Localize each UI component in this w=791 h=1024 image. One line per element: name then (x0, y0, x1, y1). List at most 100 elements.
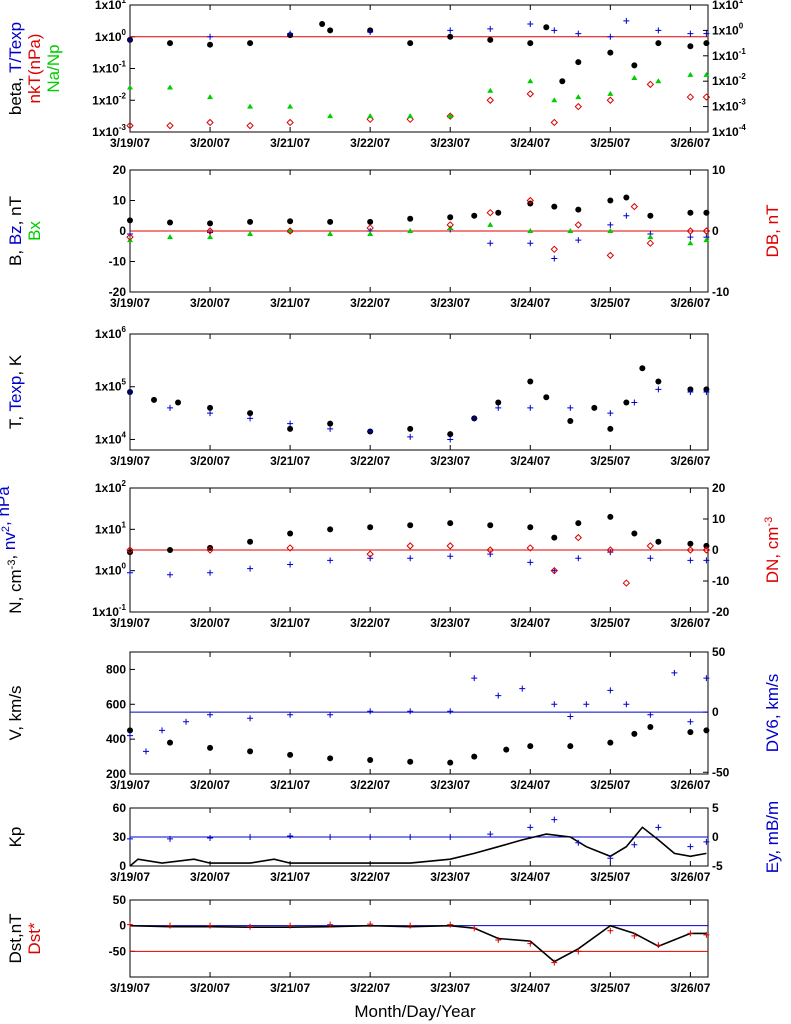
series-Dst*-point (631, 932, 638, 939)
series-Bx-point (247, 231, 254, 237)
series-Texp-point (127, 389, 133, 395)
series-nv2-point (487, 551, 494, 558)
series-Ey-point (207, 834, 214, 841)
series-DN-point (574, 533, 583, 542)
y-tick-label: 1x101 (95, 520, 127, 536)
y-tick-label: 1x10-3 (92, 123, 126, 139)
series-DV6-point (607, 687, 614, 694)
y2-tick-label-exp: -2 (739, 72, 747, 81)
y2-tick-label: 20 (712, 481, 726, 495)
series-DN-point (702, 546, 711, 554)
series-nv2-point (551, 567, 558, 574)
series-T/Texp-point (287, 30, 294, 37)
y-tick-label: 1x100 (95, 562, 127, 578)
series-Ey-point (447, 834, 454, 840)
series-beta-point (167, 40, 174, 47)
y-axis-label-part: , nT (6, 196, 25, 225)
y-tick-label-exp: -3 (119, 123, 127, 132)
series-Texp-point (527, 404, 534, 411)
series-Ey-point (127, 835, 133, 842)
y-tick-label: 1x104 (95, 430, 127, 446)
series-DB-point (486, 208, 494, 217)
series-Ey-point (551, 816, 558, 823)
series-Texp-point (167, 404, 174, 411)
y-tick-label: 800 (106, 662, 126, 676)
series-T-point (287, 425, 294, 432)
y2-tick-label: 10 (712, 512, 726, 526)
series-T-point (175, 399, 182, 406)
y-tick-label: 200 (106, 767, 126, 781)
plot-frame (129, 4, 709, 133)
series-Na/Np-point (407, 113, 414, 119)
x-axis-title: Month/Day/Year (354, 1002, 476, 1021)
series-DB-point (550, 245, 559, 254)
series-DB-point (286, 227, 294, 235)
series-B-point (551, 203, 558, 210)
series-Texp-point (367, 428, 374, 435)
series-Na/Np-point (687, 71, 694, 77)
series-DB-point (206, 227, 214, 235)
series-nv2-point (575, 555, 582, 562)
series-DV6-point (471, 675, 478, 682)
series-beta-point (447, 33, 454, 40)
series-nv2-point (247, 565, 254, 572)
series-N-point (327, 526, 334, 533)
y-tick-label-base: 1x10 (95, 327, 122, 341)
series-Texp-point (655, 386, 662, 393)
series-DV6-point (647, 711, 654, 718)
series-V-point (567, 743, 574, 750)
y-axis-label-part: , K (6, 354, 25, 375)
series-N-point (703, 542, 710, 549)
y-tick-label: 60 (113, 801, 127, 815)
x-tick-label: 3/23/07 (430, 981, 470, 995)
y2-tick-label-exp: 0 (739, 21, 744, 30)
panel-magnetic-field: 3/19/07 3/20/07 3/21/07 3/22/07 3/23/07 3/24/… (6, 163, 782, 310)
series-beta-point (607, 49, 614, 56)
series-Bz-point (575, 237, 582, 244)
x-tick-label: 3/19/07 (110, 454, 150, 468)
x-tick-label: 3/24/07 (510, 981, 550, 995)
x-tick-label: 3/21/07 (270, 454, 310, 468)
x-tick-label: 3/22/07 (350, 870, 390, 884)
y-axis-label-part: T, (6, 412, 25, 430)
series-nkT-point (550, 118, 559, 127)
series-Bx-point (703, 237, 710, 243)
series-beta-point (487, 36, 494, 43)
series-DN-point (406, 542, 414, 550)
x-tick-label: 3/23/07 (430, 136, 470, 150)
series-DN-point (646, 542, 655, 550)
y-tick-label-exp: 1 (122, 0, 127, 5)
y-tick-label-exp: 4 (122, 430, 127, 439)
x-tick-label: 3/24/07 (510, 616, 550, 630)
series-B-point (207, 220, 214, 227)
series-DN-point (686, 546, 695, 554)
y-axis-label-part: Texp (6, 376, 25, 412)
y-tick-label-exp: 6 (122, 325, 127, 334)
series-T-point (207, 404, 214, 411)
y2-axis-label-part: Ey, mB/m (763, 801, 782, 873)
series-Texp-point (287, 420, 294, 427)
y-axis-label-part: , nPa (0, 486, 13, 526)
plot-frame (129, 333, 709, 451)
series-beta-point (543, 24, 550, 31)
series-beta-point (407, 40, 414, 47)
series-beta-point (247, 40, 254, 47)
series-DB-point (366, 224, 374, 232)
series-Na/Np-point (327, 113, 334, 119)
series-nkT-point (646, 80, 655, 89)
y-axis-label-part: beta, (6, 73, 25, 115)
x-tick-label: 3/19/07 (110, 616, 150, 630)
y-tick-label: 400 (106, 732, 126, 746)
series-Na/Np-point (487, 87, 494, 93)
series-nkT-point (126, 121, 134, 130)
series-Bz-point (607, 221, 614, 228)
series-DV6-point (583, 701, 590, 708)
y-axis-label-part: N, cm (6, 569, 25, 613)
series-nkT-point (286, 118, 294, 127)
y-tick-label: -50 (109, 944, 127, 958)
x-tick-label: 3/25/07 (590, 981, 630, 995)
series-N-point (575, 520, 582, 527)
series-DV6-point (367, 708, 374, 715)
series-V-point (647, 723, 654, 730)
